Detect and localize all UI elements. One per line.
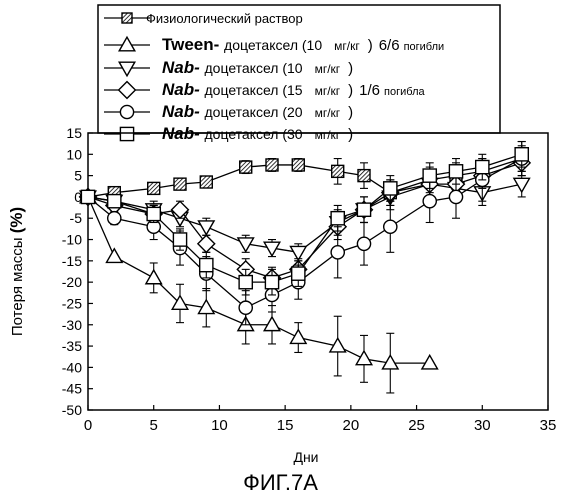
- data-point: [147, 207, 160, 220]
- y-tick-label: -50: [62, 402, 82, 418]
- legend-prefix: Nab-: [162, 80, 205, 99]
- data-point: [173, 233, 186, 246]
- legend-marker: [120, 127, 133, 140]
- y-tick-label: -25: [62, 295, 82, 311]
- data-point: [331, 246, 344, 259]
- legend-suffix: 6/6: [379, 37, 400, 54]
- x-tick-label: 20: [343, 417, 360, 434]
- data-point: [449, 190, 462, 203]
- y-tick-label: -5: [70, 210, 83, 226]
- data-point: [476, 160, 489, 173]
- legend-close: ): [348, 104, 353, 121]
- y-tick-label: 10: [66, 146, 82, 162]
- legend-close: ): [348, 60, 353, 77]
- data-point: [423, 195, 436, 208]
- legend: Физиологический раствор Tween- доцетаксел…: [98, 5, 500, 143]
- data-point: [292, 159, 304, 171]
- legend-prefix: Nab-: [162, 58, 205, 77]
- y-tick-label: -35: [62, 338, 82, 354]
- data-point: [292, 267, 305, 280]
- legend-close: ): [348, 126, 353, 143]
- data-point: [81, 190, 94, 203]
- data-point: [198, 235, 215, 252]
- data-point: [239, 301, 252, 314]
- legend-label: Физиологический раствор: [146, 11, 303, 26]
- y-axis-label-unit: (%): [7, 207, 26, 233]
- data-point: [384, 182, 397, 195]
- legend-text: доцетаксел (15: [205, 82, 303, 98]
- legend-unit: мг/кг: [334, 39, 360, 53]
- y-tick-label: 5: [74, 168, 82, 184]
- data-point: [198, 221, 214, 235]
- y-tick-label: -40: [62, 359, 82, 375]
- y-tick-label: -10: [62, 232, 82, 248]
- data-point: [356, 351, 372, 365]
- y-axis-label-text: Потеря массы: [9, 233, 26, 336]
- x-tick-label: 35: [540, 417, 557, 434]
- y-tick-label: -45: [62, 381, 82, 397]
- data-point: [357, 203, 370, 216]
- data-point: [108, 195, 121, 208]
- data-point: [174, 178, 186, 190]
- data-point: [423, 169, 436, 182]
- data-point: [331, 212, 344, 225]
- legend-unit: мг/кг: [315, 84, 341, 98]
- data-point: [422, 355, 438, 369]
- data-point: [290, 246, 306, 260]
- legend-close: ): [368, 37, 373, 54]
- data-point: [290, 330, 306, 344]
- legend-suffix: 1/6: [359, 82, 380, 99]
- data-point: [332, 165, 344, 177]
- legend-close: ): [348, 82, 353, 99]
- x-tick-label: 0: [84, 417, 92, 434]
- y-tick-label: -30: [62, 317, 82, 333]
- x-tick-label: 25: [408, 417, 425, 434]
- data-point: [200, 176, 212, 188]
- legend-prefix: Tween-: [162, 35, 224, 54]
- x-tick-label: 5: [150, 417, 158, 434]
- legend-text: доцетаксел (30: [205, 126, 303, 142]
- legend-unit: мг/кг: [315, 62, 341, 76]
- legend-suffix-small: погибли: [404, 41, 445, 53]
- data-point: [357, 237, 370, 250]
- legend-text: Физиологический раствор: [146, 11, 303, 26]
- data-point: [148, 182, 160, 194]
- data-point: [515, 148, 528, 161]
- series-line: [88, 197, 430, 363]
- data-point: [265, 276, 278, 289]
- data-point: [146, 270, 162, 284]
- y-tick-label: -20: [62, 274, 82, 290]
- data-point: [106, 249, 122, 263]
- data-point: [264, 317, 280, 331]
- figure-caption: ФИГ.7A: [0, 470, 561, 496]
- y-axis-label: Потеря массы (%): [7, 207, 26, 336]
- data-point: [384, 220, 397, 233]
- legend-marker: [122, 13, 132, 23]
- data-point: [449, 165, 462, 178]
- y-tick-label: -15: [62, 253, 82, 269]
- x-tick-label: 10: [211, 417, 228, 434]
- legend-suffix-small: погибла: [384, 86, 425, 98]
- legend-text: доцетаксел (20: [205, 104, 303, 120]
- legend-prefix: Nab-: [162, 102, 205, 121]
- data-point: [358, 170, 370, 182]
- plot-area: [80, 142, 531, 393]
- x-axis-label: Дни: [293, 449, 318, 465]
- x-tick-label: 15: [277, 417, 294, 434]
- data-point: [266, 159, 278, 171]
- legend-text: доцетаксел (10: [224, 37, 322, 53]
- legend-text: доцетаксел (10: [205, 60, 303, 76]
- legend-unit: мг/кг: [315, 128, 341, 142]
- data-point: [239, 276, 252, 289]
- series-1: [80, 189, 437, 393]
- data-point: [240, 161, 252, 173]
- x-tick-label: 30: [474, 417, 491, 434]
- legend-unit: мг/кг: [315, 106, 341, 120]
- y-tick-label: 15: [66, 125, 82, 141]
- legend-marker: [120, 105, 133, 118]
- data-point: [108, 212, 121, 225]
- data-point: [200, 259, 213, 272]
